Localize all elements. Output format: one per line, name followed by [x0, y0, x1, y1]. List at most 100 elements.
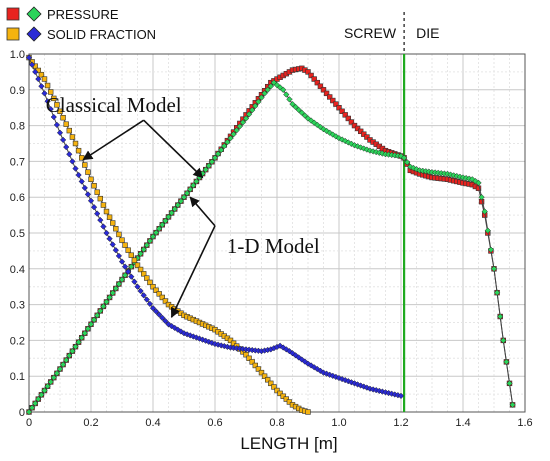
data-point [159, 314, 166, 321]
data-point [314, 121, 321, 129]
data-point [258, 94, 265, 101]
data-point [53, 121, 61, 129]
data-point [342, 112, 348, 118]
data-point [66, 352, 73, 359]
data-point [202, 166, 209, 173]
data-point [94, 210, 101, 217]
data-point [44, 82, 51, 89]
data-point [177, 328, 185, 335]
y-tick-label: 0.8 [10, 121, 25, 133]
data-point [153, 287, 159, 293]
data-point [338, 136, 346, 143]
data-point [75, 147, 82, 154]
data-point [75, 171, 82, 179]
legend-square-marker [6, 7, 20, 21]
data-point [75, 339, 82, 346]
data-point [112, 247, 119, 254]
data-point [292, 103, 299, 111]
data-point [125, 247, 131, 253]
data-point [112, 285, 119, 292]
data-point [28, 404, 36, 411]
arrow-1d-solid [170, 225, 216, 319]
data-point [152, 229, 160, 236]
data-point [264, 377, 271, 383]
legend-label: PRESSURE [47, 7, 119, 22]
data-point [320, 126, 327, 133]
data-point [84, 325, 92, 332]
data-point [81, 184, 88, 192]
data-point [113, 226, 119, 232]
data-point [137, 250, 144, 257]
legend-square-marker [6, 27, 20, 41]
data-point [106, 294, 113, 301]
data-point [345, 139, 352, 146]
tick-labels: 0 0.2 0.4 0.6 0.8 1.0 1.2 1.4 1.6 0 0.1 0.2 0.3 0.4 0.… [10, 49, 533, 429]
data-point [32, 400, 39, 407]
data-point [255, 366, 262, 372]
data-point [159, 294, 165, 301]
data-point [490, 265, 498, 272]
data-point [149, 233, 157, 240]
data-point [298, 109, 305, 116]
data-point [478, 194, 485, 201]
data-point [94, 312, 101, 319]
data-point [115, 280, 123, 288]
data-point [183, 331, 191, 338]
data-point [119, 237, 125, 243]
data-point [199, 336, 206, 343]
data-point [174, 201, 181, 209]
data-point [357, 382, 364, 389]
data-point [156, 291, 162, 297]
data-point [326, 129, 333, 136]
data-point [270, 79, 278, 86]
data-point [208, 158, 216, 165]
data-point [311, 76, 317, 82]
y-tick-label: 0.5 [10, 228, 25, 240]
data-point [239, 119, 247, 126]
data-point [187, 186, 194, 193]
data-point [193, 178, 200, 185]
data-point [118, 276, 126, 283]
data-point [177, 197, 185, 205]
data-point [171, 324, 178, 332]
series-pressure-1d [25, 79, 516, 416]
data-point [100, 202, 107, 208]
data-point [81, 330, 88, 337]
data-point [261, 90, 268, 97]
data-point [332, 133, 340, 140]
data-point [72, 140, 79, 147]
data-point [202, 337, 209, 344]
data-point [363, 146, 371, 153]
data-point [78, 178, 85, 185]
data-point [320, 87, 327, 93]
data-point [308, 72, 314, 79]
data-point [484, 227, 491, 234]
data-point [156, 311, 163, 318]
data-point [227, 337, 234, 344]
data-point [354, 125, 361, 132]
data-point [152, 308, 160, 315]
data-point [35, 395, 42, 403]
data-point [134, 262, 141, 268]
y-tick-label: 0 [19, 407, 25, 419]
data-point [469, 176, 476, 183]
data-point [51, 95, 57, 102]
data-point [277, 390, 283, 397]
data-point [307, 362, 315, 369]
data-point [221, 142, 228, 150]
data-point [249, 359, 255, 365]
data-point [407, 163, 414, 170]
data-point [274, 387, 280, 394]
data-point [78, 334, 85, 341]
data-point [314, 79, 320, 86]
data-point [338, 375, 346, 383]
data-point [149, 305, 157, 312]
y-tick-label: 0.7 [10, 156, 25, 168]
data-point [295, 106, 302, 114]
data-point [503, 358, 510, 366]
arrow-classical-pressure [143, 119, 204, 179]
data-point [264, 86, 271, 93]
region-labels: SCREW DIE [344, 25, 439, 41]
data-point [150, 283, 156, 290]
data-point [147, 279, 153, 286]
